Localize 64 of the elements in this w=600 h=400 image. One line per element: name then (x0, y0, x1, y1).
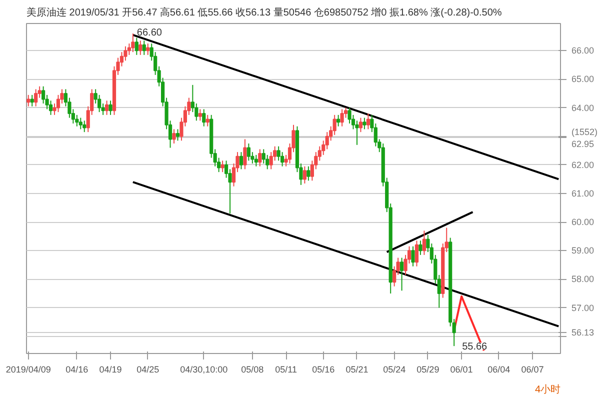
y-tick-label: (1552) 62.95 (572, 126, 598, 149)
x-tick-label: 04/25 (136, 364, 160, 374)
candlestick (411, 246, 415, 267)
annotation: 55.66 (462, 342, 488, 353)
candlestick (108, 100, 112, 116)
x-tick-label: 05/21 (346, 364, 368, 374)
candlestick (142, 40, 146, 56)
x-tick-label: 06/01 (450, 364, 473, 374)
x-tick-label: 04/19 (99, 364, 122, 374)
candlestick (366, 113, 370, 130)
candlestick (138, 40, 142, 56)
candlestick (414, 240, 419, 267)
candlestick (172, 128, 176, 144)
candlestick (30, 94, 34, 107)
candlestick (246, 143, 250, 162)
x-tick-label: 05/08 (241, 364, 264, 374)
candlestick (26, 94, 30, 107)
candlestick (104, 100, 109, 116)
candlestick (340, 108, 344, 127)
x-tick-label: 06/07 (521, 364, 544, 374)
candlestick (34, 88, 38, 107)
candlestick (82, 120, 86, 133)
candlestick (254, 154, 258, 167)
candlestick (202, 108, 206, 127)
chart-title: 美原油连 2019/05/31 开56.47 高56.61 低55.66 收56.13 量50546 仓69850752 增0 振1.68% 涨(-0.28)-0.50% (26, 6, 502, 18)
candlestick (239, 152, 244, 170)
text: 4小时 (534, 384, 560, 396)
x-tick-label: 05/24 (383, 364, 406, 374)
candlestick (78, 117, 82, 130)
y-tick-label: 56.13 (572, 328, 594, 338)
candlestick (418, 240, 422, 256)
y-tick-label: 66.00 (572, 46, 594, 56)
candlestick (176, 128, 180, 142)
candlestick (206, 114, 210, 127)
candlestick (400, 257, 404, 292)
x-tick-label: 04/30,10:00 (180, 364, 228, 374)
y-tick-label: 61.00 (572, 188, 594, 198)
candlestick (362, 117, 366, 130)
candlestick (358, 117, 363, 133)
x-tick-label: 06/04 (488, 364, 510, 374)
y-tick-label: 65.00 (572, 74, 594, 84)
x-tick-label: 05/16 (312, 364, 335, 374)
x-tick-label: 05/29 (416, 364, 440, 374)
candlestick (146, 43, 150, 56)
annotation: 66.60 (136, 28, 162, 38)
y-tick-label: 62.00 (572, 160, 594, 170)
candlestick (306, 166, 310, 182)
candlestick (258, 148, 262, 167)
y-tick-label: 57.00 (572, 302, 594, 313)
candlestick (220, 160, 224, 173)
x-tick-label: 04/16 (66, 364, 88, 374)
x-tick-label: 05/11 (275, 364, 297, 374)
candlestick (131, 33, 135, 53)
y-tick-label: 58.00 (572, 274, 594, 284)
x-tick-label: 2019/04/09 (6, 364, 51, 374)
candlestick (198, 108, 202, 122)
candlestick (134, 37, 138, 56)
y-tick-label: 59.00 (572, 246, 594, 256)
candlestick (336, 114, 340, 127)
y-tick-label: 60.00 (572, 217, 594, 228)
y-tick-label: 64.00 (572, 102, 594, 113)
candlestick (243, 138, 247, 170)
candlestick (422, 230, 426, 256)
candlestick (302, 166, 307, 184)
